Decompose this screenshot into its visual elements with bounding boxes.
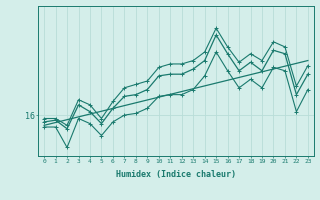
X-axis label: Humidex (Indice chaleur): Humidex (Indice chaleur) <box>116 170 236 179</box>
